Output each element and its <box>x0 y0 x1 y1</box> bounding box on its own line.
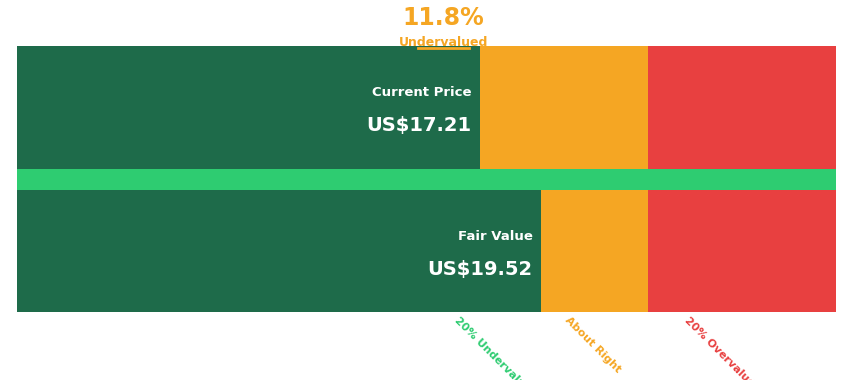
Bar <box>17 46 479 312</box>
Text: US$19.52: US$19.52 <box>427 260 532 279</box>
Text: 20% Undervalued: 20% Undervalued <box>452 315 536 380</box>
Text: Undervalued: Undervalued <box>399 36 487 49</box>
Bar <box>17 46 479 169</box>
Bar <box>17 169 835 190</box>
Bar <box>17 190 540 312</box>
Text: US$17.21: US$17.21 <box>366 116 470 135</box>
Text: Current Price: Current Price <box>371 86 470 100</box>
Text: 11.8%: 11.8% <box>402 6 484 30</box>
Bar <box>647 46 835 312</box>
Text: Fair Value: Fair Value <box>458 230 532 243</box>
Bar <box>479 46 647 312</box>
Text: 20% Overvalued: 20% Overvalued <box>682 315 761 380</box>
Text: About Right: About Right <box>562 315 622 375</box>
